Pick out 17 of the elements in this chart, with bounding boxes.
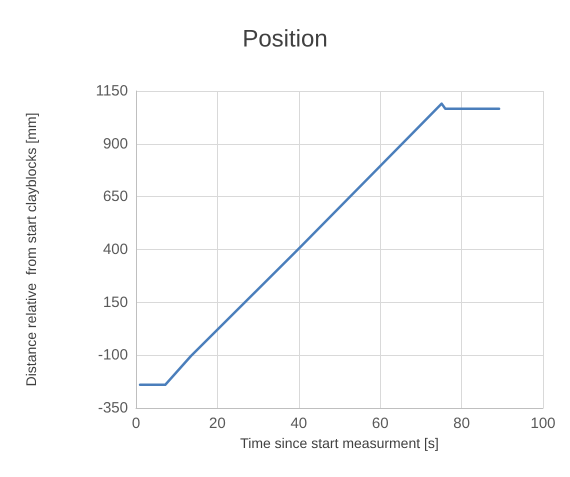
y-tick-label: -100	[98, 346, 128, 364]
y-axis-title: Distance relative from start clayblocks [mm]	[23, 112, 39, 386]
chart-title: Position	[242, 26, 328, 52]
x-axis-title: Time since start measurment [s]	[240, 434, 439, 451]
line-series	[138, 102, 500, 386]
y-tick-label: 650	[102, 188, 128, 206]
x-tick-label: 60	[372, 415, 389, 432]
y-tick-label: 1150	[96, 82, 128, 100]
x-tick-label: 80	[453, 415, 470, 432]
y-tick-label: 900	[102, 135, 128, 152]
x-tick-label: 100	[530, 415, 556, 432]
y-tick-label: -350	[98, 400, 128, 416]
x-tick-label: 40	[290, 415, 308, 432]
x-tick-label: 0	[132, 415, 140, 432]
x-tick-label: 20	[209, 415, 226, 432]
y-tick-label: 400	[102, 241, 128, 258]
y-tick-label: 150	[102, 294, 128, 311]
